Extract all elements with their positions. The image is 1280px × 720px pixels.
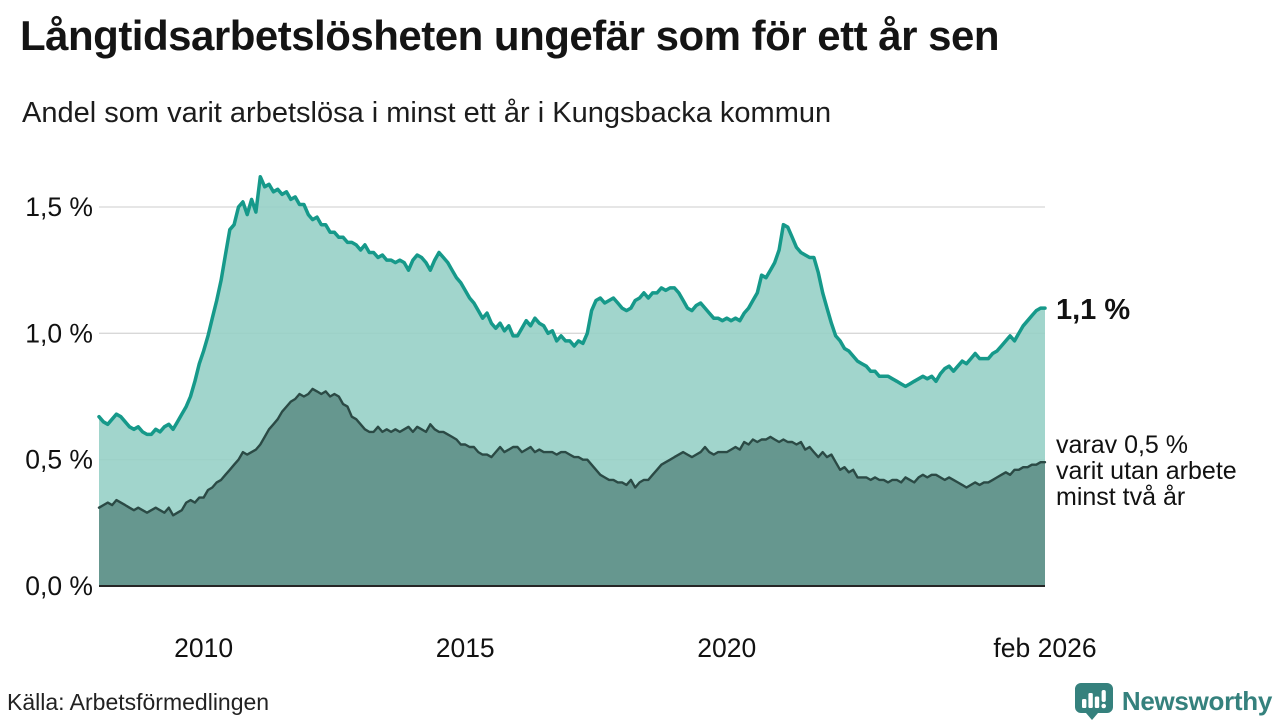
newsworthy-wordmark: Newsworthy bbox=[1121, 685, 1272, 716]
x-tick-label: 2020 bbox=[697, 633, 756, 663]
newsworthy-logo: Newsworthy bbox=[1074, 682, 1272, 720]
page-title: Långtidsarbetslösheten ungefär som för e… bbox=[20, 12, 1000, 59]
source-attribution: Källa: Arbetsförmedlingen bbox=[7, 689, 270, 715]
y-tick-label: 0,0 % bbox=[25, 571, 93, 601]
y-tick-label: 0,5 % bbox=[25, 445, 93, 475]
secondary-value-annotation: varav 0,5 % varit utan arbete minst två … bbox=[1056, 432, 1237, 510]
y-tick-label: 1,0 % bbox=[25, 318, 93, 348]
latest-value-annotation: 1,1 % bbox=[1056, 294, 1131, 326]
x-tick-label: 2010 bbox=[174, 633, 233, 663]
newsworthy-bubble-chart-icon bbox=[1074, 683, 1113, 720]
x-tick-label: feb 2026 bbox=[993, 633, 1096, 663]
x-tick-label: 2015 bbox=[436, 633, 495, 663]
y-tick-label: 1,5 % bbox=[25, 192, 93, 222]
series-area-1 bbox=[99, 388, 1045, 586]
annotation-line: varit utan arbete bbox=[1056, 457, 1237, 485]
series-line-1 bbox=[97, 387, 1047, 517]
page-subtitle: Andel som varit arbetslösa i minst ett å… bbox=[22, 97, 832, 129]
series-line-0 bbox=[97, 174, 1047, 437]
annotation-line: minst två år bbox=[1056, 483, 1186, 511]
annotation-line: varav 0,5 % bbox=[1056, 431, 1189, 459]
